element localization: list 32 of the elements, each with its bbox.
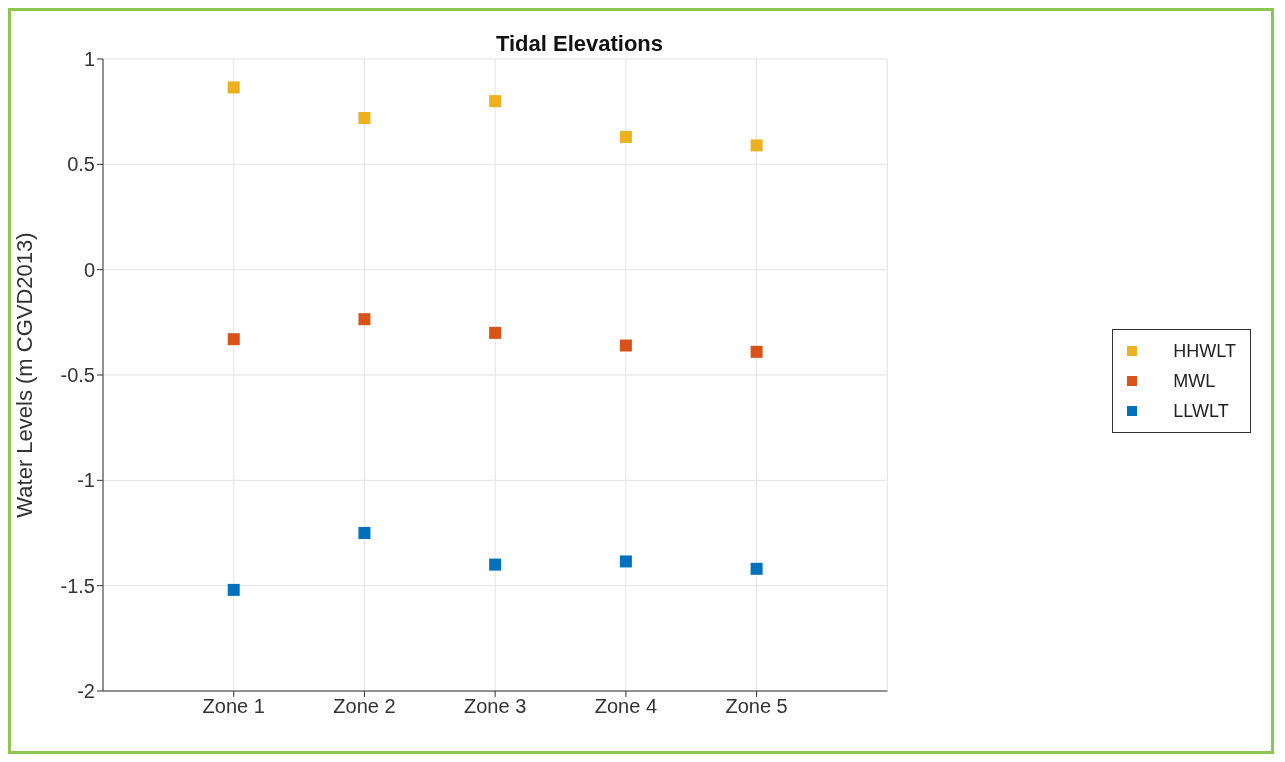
point bbox=[489, 95, 502, 108]
point bbox=[750, 139, 763, 152]
y-axis-title: Water Levels (m CGVD2013) bbox=[11, 232, 37, 518]
x-tick-label: Zone 5 bbox=[725, 695, 788, 718]
point bbox=[489, 558, 502, 571]
y-tick-label: -2 bbox=[77, 680, 95, 703]
legend-label: LLWLT bbox=[1172, 399, 1230, 423]
point bbox=[619, 339, 632, 352]
y-tick-label: 0 bbox=[83, 258, 95, 281]
point bbox=[489, 326, 502, 339]
point bbox=[750, 562, 763, 575]
point bbox=[358, 111, 371, 124]
point bbox=[227, 583, 240, 596]
point bbox=[619, 555, 632, 568]
x-tick-label: Zone 4 bbox=[594, 695, 658, 718]
x-tick-label: Zone 2 bbox=[333, 695, 396, 718]
point bbox=[750, 345, 763, 358]
point bbox=[227, 333, 240, 346]
y-tick-label: -1 bbox=[77, 469, 95, 492]
legend-label: HHWLT bbox=[1172, 339, 1236, 363]
legend-label: MWL bbox=[1172, 369, 1217, 393]
y-tick-label: -1.5 bbox=[60, 574, 95, 597]
x-tick-label: Zone 3 bbox=[464, 695, 527, 718]
y-tick-label: -0.5 bbox=[60, 364, 95, 387]
chart-title: Tidal Elevations bbox=[494, 31, 665, 57]
point bbox=[619, 130, 632, 143]
point bbox=[358, 313, 371, 326]
point bbox=[358, 527, 371, 539]
x-tick-label: Zone 1 bbox=[202, 695, 265, 718]
y-tick-label: 0.5 bbox=[67, 153, 95, 176]
point bbox=[227, 81, 240, 94]
y-tick-label: 1 bbox=[83, 48, 95, 71]
